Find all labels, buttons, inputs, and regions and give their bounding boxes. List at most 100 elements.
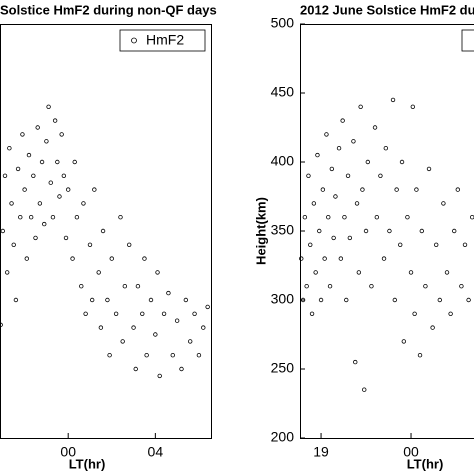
data-point <box>183 297 189 303</box>
data-point <box>179 366 184 372</box>
data-point <box>161 311 167 316</box>
data-point <box>74 214 80 220</box>
data-point <box>360 187 365 192</box>
data-point <box>363 228 369 234</box>
data-point <box>135 284 141 289</box>
data-point <box>196 353 202 358</box>
data-point <box>378 173 383 178</box>
data-point <box>37 201 43 206</box>
y-axis-label: Height(km) <box>253 197 268 265</box>
data-point <box>109 256 114 261</box>
data-point <box>309 311 315 316</box>
data-point <box>329 166 335 172</box>
data-point <box>96 270 101 275</box>
data-point <box>322 256 327 261</box>
data-point <box>170 353 175 358</box>
data-point <box>107 353 112 358</box>
data-point <box>31 173 36 178</box>
data-point <box>100 228 106 234</box>
data-point <box>46 104 51 109</box>
data-point <box>459 284 464 289</box>
data-point <box>192 311 197 316</box>
data-point <box>358 104 363 109</box>
data-point <box>324 132 329 137</box>
data-point <box>24 256 29 261</box>
data-point <box>83 311 88 316</box>
data-point <box>448 311 453 316</box>
data-point <box>327 284 333 289</box>
data-point <box>70 256 75 261</box>
data-point <box>22 187 27 192</box>
x-tick-label: 00 <box>60 444 76 460</box>
data-point <box>470 215 474 220</box>
x-tick-label: 19 <box>313 444 329 460</box>
data-point <box>87 242 93 247</box>
data-point <box>434 242 439 247</box>
y-tick-label: 400 <box>271 153 295 169</box>
data-point <box>333 194 338 199</box>
data-point <box>369 284 374 289</box>
data-point <box>98 325 104 330</box>
y-tick-label: 200 <box>271 429 295 445</box>
x-tick-label: 04 <box>148 444 164 460</box>
data-point <box>315 152 320 158</box>
legend-box <box>461 29 474 52</box>
data-point <box>11 242 16 247</box>
x-axis-label: LT(hr) <box>69 456 106 471</box>
data-point <box>306 173 311 178</box>
data-point <box>9 201 14 206</box>
data-point <box>462 242 468 247</box>
data-point <box>408 270 414 275</box>
data-point <box>374 214 380 220</box>
data-point <box>338 256 344 261</box>
data-point <box>52 118 58 123</box>
data-point <box>392 297 398 303</box>
data-point <box>353 359 358 365</box>
y-tick-label: 250 <box>271 360 295 376</box>
data-point <box>336 145 342 151</box>
y-tick-label: 500 <box>271 15 295 31</box>
data-point <box>92 187 97 192</box>
data-point <box>89 297 95 303</box>
data-point <box>340 118 345 123</box>
data-point <box>365 159 371 165</box>
data-point <box>133 366 138 372</box>
data-point <box>105 297 110 303</box>
data-point <box>140 311 145 316</box>
data-point <box>399 159 405 165</box>
data-point <box>50 214 56 220</box>
data-point <box>61 173 67 178</box>
data-point <box>344 297 349 303</box>
data-point <box>398 242 403 247</box>
data-point <box>405 214 410 220</box>
data-point <box>28 214 34 220</box>
data-point <box>15 166 21 172</box>
x-tick-label: 00 <box>403 444 419 460</box>
data-point <box>0 228 6 234</box>
data-point <box>356 270 362 275</box>
data-point <box>455 187 461 192</box>
data-point <box>381 256 387 261</box>
data-point <box>466 297 471 303</box>
legend-marker <box>131 37 137 44</box>
data-point <box>2 173 8 178</box>
data-point <box>18 214 23 220</box>
data-point <box>423 284 428 289</box>
data-point <box>120 339 125 344</box>
data-point <box>44 139 49 144</box>
data-point <box>414 187 419 192</box>
y-tick-label: 300 <box>271 291 295 307</box>
data-point <box>48 180 53 185</box>
data-point <box>308 242 313 247</box>
data-point <box>318 297 324 303</box>
data-point <box>347 235 353 241</box>
data-point <box>65 187 71 192</box>
data-point <box>127 242 132 247</box>
data-point <box>331 235 336 241</box>
data-point <box>39 159 45 165</box>
data-point <box>354 201 360 206</box>
data-point <box>320 187 326 192</box>
data-point <box>401 339 407 344</box>
data-point <box>118 214 123 220</box>
